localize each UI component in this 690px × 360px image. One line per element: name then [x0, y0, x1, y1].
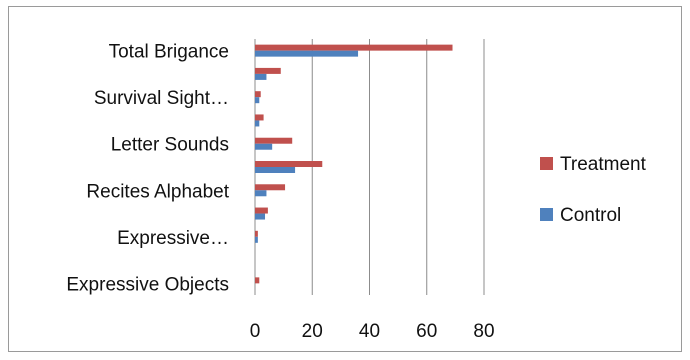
bar-control-5 [255, 167, 296, 173]
legend-label-treatment: Treatment [560, 154, 647, 175]
legend-swatch-treatment [540, 157, 553, 170]
category-label-0: Total Brigance [109, 42, 229, 63]
bar-treatment-0 [255, 44, 453, 51]
category-label-2: Survival Sight… [94, 88, 229, 109]
bar-control-2 [255, 97, 260, 104]
bar-control-4 [255, 143, 273, 150]
bar-treatment-6 [255, 184, 286, 191]
bar-control-1 [255, 73, 267, 80]
bar-treatment-7 [255, 207, 268, 214]
bar-control-3 [255, 120, 260, 127]
bar-treatment-3 [255, 114, 264, 121]
legend-swatch-control [540, 208, 553, 221]
legend: Treatment Control [540, 154, 647, 226]
category-labels: Total Brigance Survival Sight… Letter Soun… [66, 42, 229, 296]
bar-treatment-8 [255, 230, 258, 237]
x-tick-label-1: 20 [302, 321, 323, 342]
bar-treatment-4 [255, 137, 293, 144]
x-tick-label-4: 80 [473, 321, 494, 342]
chart-frame [8, 6, 682, 352]
bar-treatment-5 [255, 161, 323, 167]
bars [255, 44, 453, 284]
bar-control-8 [255, 236, 258, 243]
x-tick-label-2: 40 [359, 321, 380, 342]
bar-treatment-2 [255, 91, 261, 98]
bar-control-0 [255, 50, 359, 57]
x-tick-labels: 0 20 40 60 80 [250, 321, 495, 342]
x-tick-label-0: 0 [250, 321, 261, 342]
bar-control-7 [255, 213, 266, 220]
category-label-6: Recites Alphabet [86, 181, 229, 202]
bar-treatment-10 [255, 277, 260, 284]
category-label-8: Expressive… [117, 228, 229, 249]
bar-control-6 [255, 190, 267, 197]
category-label-10: Expressive Objects [66, 274, 229, 295]
bar-treatment-1 [255, 67, 281, 74]
legend-label-control: Control [560, 205, 621, 226]
category-label-4: Letter Sounds [111, 135, 229, 156]
x-tick-label-3: 60 [416, 321, 437, 342]
